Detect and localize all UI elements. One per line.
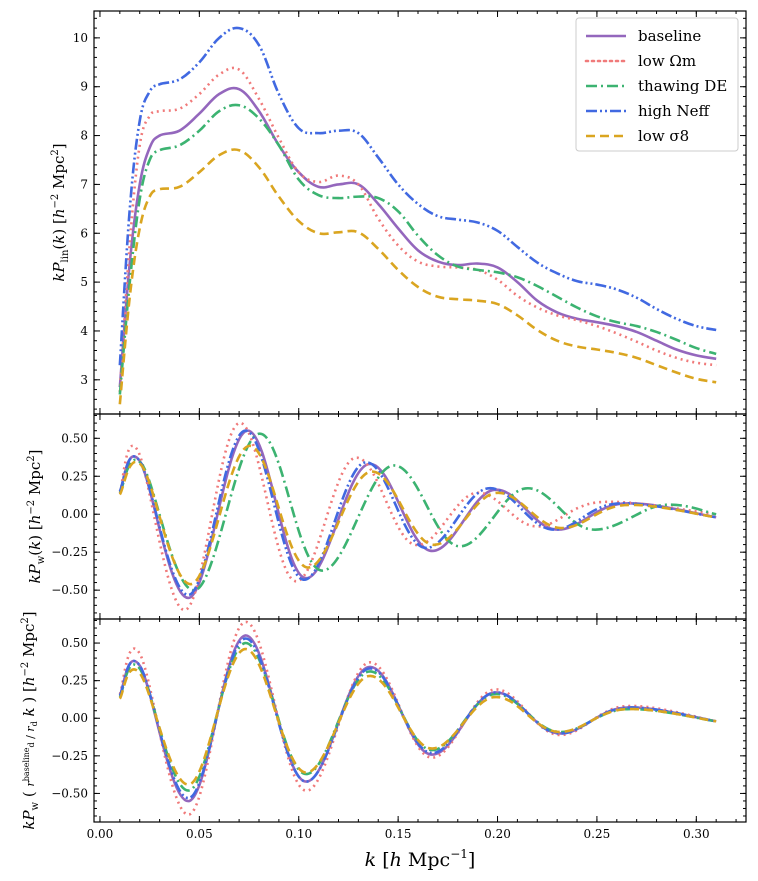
- series-line-thawing-de: [118, 432, 717, 592]
- y-axis-label-wiggle: kPw(k) [h−2 Mpc2]: [26, 450, 47, 584]
- panel-wiggle: −0.50 −0.25 0.00 0.25 0.50: [51, 413, 747, 620]
- y-tick-label: −0.25: [51, 545, 88, 559]
- y-tick-label: 0.00: [61, 507, 88, 521]
- legend-label-baseline: baseline: [638, 27, 701, 45]
- legend: baseline low Ωm thawing DE high Neff low σ8: [575, 17, 739, 152]
- y-tick-label: −0.50: [51, 583, 88, 597]
- series-line-low-m: [118, 620, 717, 816]
- panel-rescaled: −0.50 −0.25 0.00 0.25 0.50: [51, 618, 747, 823]
- y-axis-labels: kPlin(k) [h−2 Mpc2] kPw(k) [h−2 Mpc2] kPw …: [20, 143, 71, 829]
- y-tick-label: 0.25: [61, 469, 88, 483]
- series-line-low-8: [118, 647, 717, 786]
- series-line-baseline: [118, 429, 717, 600]
- y-tick-label: 0.00: [61, 711, 88, 725]
- panel-linear: 3 4 5 6 7 8 9 10: [73, 10, 747, 415]
- legend-box: [575, 17, 739, 152]
- x-tick-label: 0.05: [186, 827, 213, 841]
- y-axis-label-linear: kPlin(k) [h−2 Mpc2]: [50, 143, 71, 281]
- y-tick-label: −0.25: [51, 749, 88, 763]
- y-axis-label-rescaled: kPw ( rbaselined / rd k ) [h−2 Mpc2]: [20, 611, 41, 829]
- y-tick-label: 8: [80, 129, 88, 143]
- y-tick-label: 7: [80, 177, 88, 191]
- x-tick-label: 0.10: [285, 827, 312, 841]
- panel-frame: [93, 618, 747, 823]
- panel-series-group: [118, 26, 717, 405]
- panel-series-group: [118, 620, 717, 816]
- y-tick-label: 4: [80, 324, 88, 338]
- x-axis: 0.00 0.05 0.10 0.15 0.20 0.25 0.30 k [h Mpc−1]: [87, 827, 710, 871]
- x-axis-label: k [h Mpc−1]: [365, 847, 476, 871]
- x-tick-label: 0.15: [385, 827, 412, 841]
- y-tick-label: 5: [80, 275, 88, 289]
- series-line-baseline: [118, 86, 717, 388]
- y-tick-label: 6: [80, 226, 88, 240]
- series-line-low-8: [118, 444, 717, 586]
- x-tick-label: 0.20: [484, 827, 511, 841]
- y-tick-label: 0.50: [61, 431, 88, 445]
- series-line-baseline: [118, 634, 717, 803]
- series-line-high-neff: [118, 637, 717, 800]
- series-line-low-m: [118, 421, 717, 612]
- legend-label-low-m: low Ωm: [638, 52, 696, 70]
- y-tick-label: 0.50: [61, 636, 88, 650]
- legend-label-low-8: low σ8: [638, 127, 689, 145]
- legend-label-high-neff: high Neff: [638, 102, 710, 120]
- y-tick-label: 0.25: [61, 674, 88, 688]
- series-line-high-neff: [118, 429, 717, 596]
- x-tick-label: 0.25: [584, 827, 611, 841]
- series-line-thawing-de: [118, 103, 717, 395]
- y-tick-label: 3: [80, 373, 88, 387]
- x-tick-label: 0.00: [87, 827, 114, 841]
- panel-series-group: [118, 421, 717, 612]
- series-line-thawing-de: [118, 641, 717, 792]
- panels-layer: 3 4 5 6 7 8 9 10 −0.50 −0.25 0.00 0.25 0.50 −0.50 −0.2…: [20, 10, 747, 830]
- y-tick-label: 10: [73, 31, 88, 45]
- legend-label-thawing-de: thawing DE: [638, 77, 727, 95]
- series-line-low-8: [118, 148, 717, 405]
- series-line-low-m: [118, 66, 717, 393]
- x-tick-label: 0.30: [683, 827, 710, 841]
- y-tick-label: −0.50: [51, 786, 88, 800]
- panel-frame: [93, 413, 747, 620]
- y-tick-label: 9: [80, 80, 88, 94]
- series-line-high-neff: [118, 26, 717, 366]
